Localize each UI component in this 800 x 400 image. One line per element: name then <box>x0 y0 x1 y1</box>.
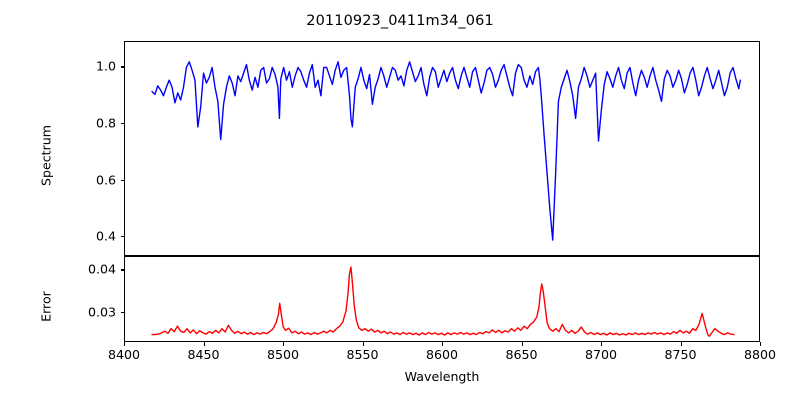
x-tick-mark <box>124 342 126 346</box>
y-tick-label: 0.03 <box>87 304 116 320</box>
x-tick-label: 8800 <box>743 347 777 362</box>
y-tick-label: 0.4 <box>95 228 116 244</box>
error-panel <box>124 256 760 342</box>
spectrum-line-series <box>151 61 742 241</box>
x-tick-label: 8650 <box>505 347 538 362</box>
y-axis-label-spectrum: Spectrum <box>38 124 54 187</box>
y-tick-label: 1.0 <box>95 58 116 74</box>
y-tick-mark <box>120 236 124 238</box>
x-tick-mark <box>601 342 603 346</box>
x-tick-mark <box>362 342 364 346</box>
spectrum-panel <box>124 41 760 256</box>
y-tick-label: 0.6 <box>95 172 116 188</box>
x-tick-label: 8400 <box>107 347 141 362</box>
x-tick-mark <box>283 342 285 346</box>
y-tick-label: 0.04 <box>87 261 116 277</box>
x-tick-mark <box>760 342 762 346</box>
x-tick-label: 8750 <box>664 347 697 362</box>
x-tick-label: 8600 <box>425 347 459 362</box>
y-tick-mark <box>120 123 124 125</box>
x-tick-label: 8550 <box>346 347 379 362</box>
y-tick-mark <box>120 269 124 271</box>
x-tick-mark <box>680 342 682 346</box>
y-tick-mark <box>120 179 124 181</box>
x-tick-label: 8500 <box>266 347 300 362</box>
x-tick-mark <box>521 342 523 346</box>
x-tick-label: 8700 <box>584 347 618 362</box>
x-tick-label: 8450 <box>187 347 220 362</box>
y-tick-mark <box>120 311 124 313</box>
data-line <box>151 266 735 337</box>
data-line <box>151 61 742 241</box>
x-tick-mark <box>442 342 444 346</box>
y-tick-label: 0.8 <box>95 115 116 131</box>
y-axis-label-error: Error <box>38 291 54 322</box>
x-axis-label: Wavelength <box>404 369 480 384</box>
y-tick-mark <box>120 66 124 68</box>
x-tick-mark <box>203 342 205 346</box>
error-line-series <box>151 266 735 337</box>
page-title: 20110923_0411m34_061 <box>306 13 494 29</box>
